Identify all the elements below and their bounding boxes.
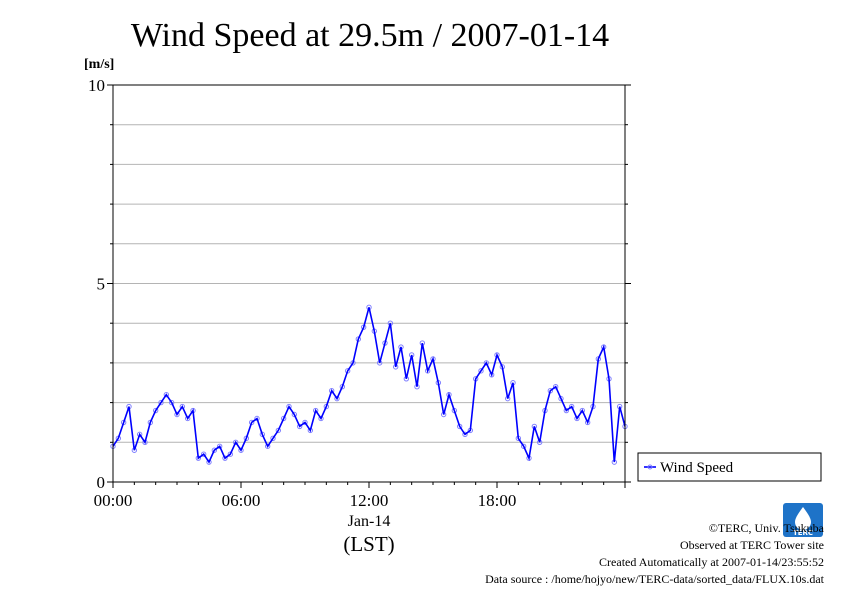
data-point <box>270 435 276 442</box>
data-point <box>296 423 303 430</box>
data-point <box>184 415 191 422</box>
x-tick-label: 18:00 <box>478 491 517 510</box>
x-tick-label: 12:00 <box>350 491 389 510</box>
data-point <box>483 360 490 366</box>
y-tick-label: 5 <box>97 275 106 294</box>
x-tick-label: 06:00 <box>222 491 261 510</box>
wind-speed-points <box>110 304 628 465</box>
data-point <box>462 431 468 438</box>
x-axis-date-label: Jan-14 <box>348 513 391 530</box>
data-point <box>158 399 164 406</box>
data-point <box>168 399 175 406</box>
data-point <box>558 395 564 402</box>
data-point <box>163 391 170 398</box>
data-point <box>520 443 527 449</box>
data-point <box>211 447 218 453</box>
data-point <box>563 407 570 414</box>
copyright-text: ©TERC, Univ. Tsukuba <box>708 521 824 535</box>
chart-title: Wind Speed at 29.5m / 2007-01-14 <box>131 17 609 54</box>
data-point <box>574 415 580 422</box>
x-axis-label: (LST) <box>343 532 394 556</box>
data-point <box>174 411 180 418</box>
legend-box <box>637 452 822 482</box>
water-drop-icon <box>795 507 811 530</box>
logo-text: TERC <box>793 529 813 537</box>
y-tick-label: 0 <box>97 473 106 492</box>
data-point <box>216 443 223 449</box>
data-point <box>232 439 239 445</box>
data-point <box>286 403 292 410</box>
data-point <box>318 415 324 422</box>
y-tick-label: 10 <box>88 76 105 95</box>
legend-label: Wind Speed <box>660 460 734 476</box>
created-timestamp-text: Created Automatically at 2007-01-14/23:5… <box>599 555 824 569</box>
data-point <box>152 407 159 414</box>
data-point <box>291 411 298 418</box>
legend: Wind Speed <box>637 452 822 482</box>
data-point <box>227 451 234 457</box>
data-point <box>334 395 340 402</box>
x-tick-label: 00:00 <box>94 491 133 510</box>
data-point <box>568 403 575 410</box>
x-axis-ticks: 00:00 06:00 12:00 18:00 <box>94 482 626 510</box>
data-point <box>275 427 282 434</box>
legend-point-swatch <box>647 464 653 470</box>
data-point <box>238 447 244 453</box>
data-point <box>179 403 186 410</box>
observed-site-text: Observed at TERC Tower site <box>679 538 824 552</box>
data-point <box>478 368 484 374</box>
data-point <box>206 459 212 465</box>
terc-logo-icon: TERC <box>783 503 823 537</box>
data-point <box>222 455 228 461</box>
y-axis-ticks: 0 5 10 <box>88 76 631 492</box>
data-point <box>552 384 559 390</box>
data-point <box>200 451 207 457</box>
data-point <box>579 407 586 414</box>
y-axis-unit-label: [m/s] <box>84 57 114 72</box>
data-point <box>302 419 308 426</box>
data-point <box>264 443 271 449</box>
wind-speed-line <box>112 307 626 464</box>
data-source-text: Data source : /home/hojyo/new/TERC-data/… <box>485 572 824 586</box>
gridlines <box>113 124 625 443</box>
data-point <box>280 415 287 422</box>
